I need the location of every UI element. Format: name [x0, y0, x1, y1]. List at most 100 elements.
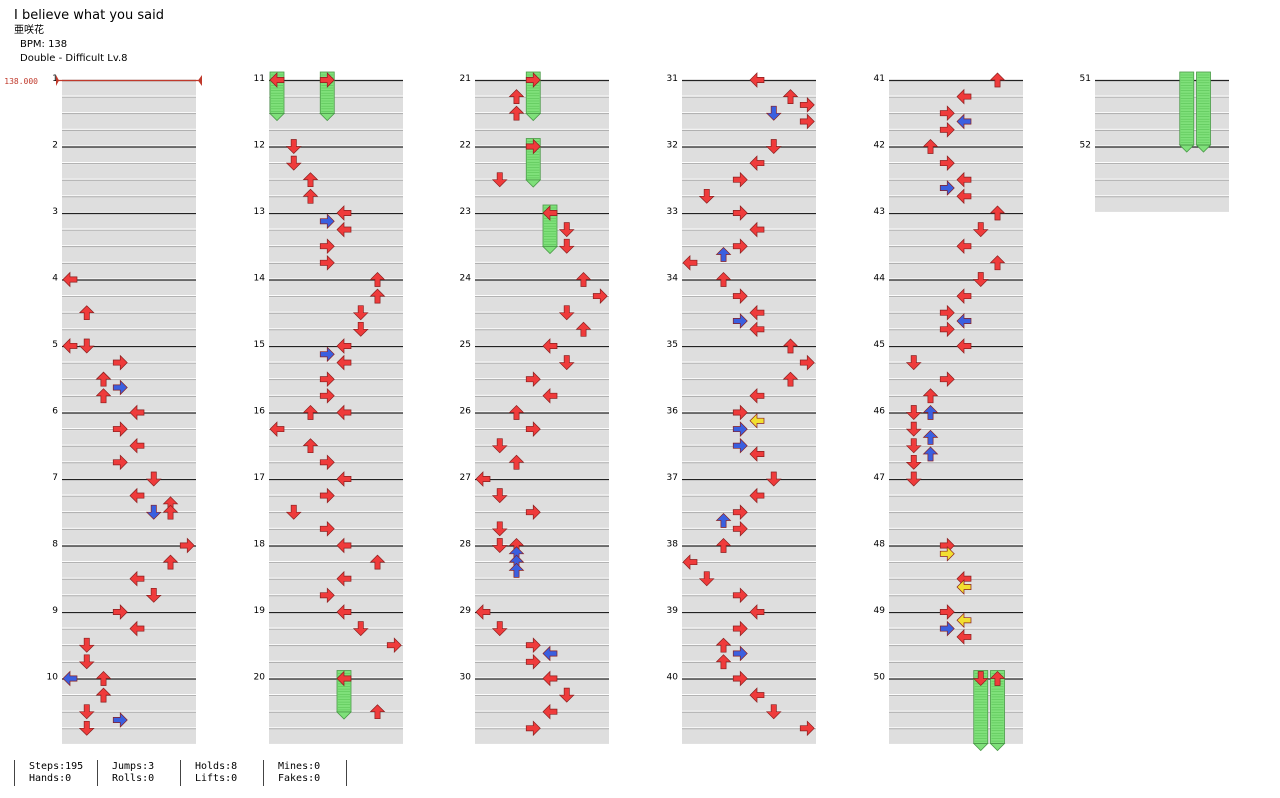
measure-number: 22 — [460, 141, 471, 151]
arrow-right-icon — [939, 371, 955, 388]
beat-band — [62, 380, 196, 395]
beat-band — [62, 147, 196, 163]
arrow-right-icon — [732, 171, 748, 188]
beat-band — [475, 579, 609, 595]
arrow-right-icon — [939, 121, 955, 138]
beat-band — [889, 496, 1023, 512]
arrow-up-icon — [715, 247, 732, 262]
beat-band — [682, 729, 816, 744]
beat-band — [475, 130, 609, 146]
arrow-down-icon — [78, 637, 95, 653]
beat-band — [889, 596, 1023, 611]
arrow-left-icon — [336, 670, 352, 687]
measure-number: 30 — [460, 673, 472, 683]
beat-band — [62, 297, 196, 312]
beat-band — [269, 197, 403, 212]
beat-band — [269, 214, 403, 229]
arrow-right-icon — [319, 487, 335, 504]
arrow-right-icon — [112, 379, 128, 396]
arrow-down-icon — [78, 720, 95, 736]
beat-band — [62, 97, 196, 113]
stat-column: Mines:0 Fakes:0 — [263, 760, 347, 786]
beat-band — [269, 712, 403, 728]
measure-number: 24 — [460, 274, 472, 284]
arrow-down-icon — [905, 471, 922, 487]
measure-number: 38 — [667, 540, 679, 550]
arrow-left-icon — [129, 404, 145, 421]
beat-band — [682, 646, 816, 661]
beat-band — [682, 147, 816, 163]
arrow-up-icon — [989, 255, 1006, 271]
measure-number: 2 — [52, 141, 58, 151]
beat-band — [269, 280, 403, 296]
beat-band — [475, 214, 609, 229]
measure-number: 10 — [47, 673, 59, 683]
arrow-left-icon — [269, 72, 285, 88]
beat-band — [682, 596, 816, 611]
stat-fakes: Fakes:0 — [278, 773, 321, 784]
arrow-left-icon — [682, 554, 698, 570]
beat-band — [62, 413, 196, 429]
arrow-up-icon — [575, 321, 592, 337]
beat-band — [682, 380, 816, 395]
beat-band — [475, 513, 609, 528]
arrow-left-icon — [956, 338, 972, 354]
beat-band — [889, 247, 1023, 262]
arrow-left-icon — [336, 404, 352, 421]
measure-number: 8 — [52, 540, 58, 550]
arrow-left-icon — [62, 271, 78, 288]
arrow-right-icon — [732, 587, 748, 604]
arrow-left-icon — [749, 604, 765, 620]
arrow-right-icon — [525, 504, 541, 521]
arrow-down-icon — [491, 621, 508, 637]
beat-band — [62, 396, 196, 412]
measure-number: 29 — [460, 606, 472, 616]
beat-band — [269, 297, 403, 312]
arrow-right-icon — [319, 371, 335, 388]
beat-band — [682, 197, 816, 212]
beat-band — [682, 247, 816, 262]
beat-band — [269, 629, 403, 645]
beat-band — [269, 446, 403, 462]
arrow-right-icon — [525, 421, 541, 437]
arrow-down-icon — [78, 654, 95, 670]
beat-band — [62, 513, 196, 528]
measure-number: 19 — [254, 606, 266, 616]
arrow-right-icon — [179, 537, 195, 554]
measure-number: 37 — [667, 473, 678, 483]
beat-band — [889, 480, 1023, 495]
measure-number: 12 — [254, 141, 265, 151]
beat-band — [269, 513, 403, 528]
arrow-left-icon — [749, 412, 765, 429]
arrow-down-icon — [765, 704, 782, 720]
beat-band — [62, 613, 196, 628]
beat-band — [889, 297, 1023, 312]
beat-band — [889, 197, 1023, 212]
beat-band — [62, 696, 196, 711]
beat-band — [269, 463, 403, 478]
beat-band — [475, 563, 609, 578]
beat-band — [682, 430, 816, 445]
arrow-right-icon — [319, 254, 335, 271]
beat-band — [682, 613, 816, 628]
beat-band — [682, 396, 816, 412]
arrow-left-icon — [749, 446, 765, 462]
arrow-left-icon — [956, 238, 972, 255]
beat-band — [269, 579, 403, 595]
arrow-right-icon — [732, 238, 748, 255]
measure-number: 1 — [52, 74, 58, 84]
measure-number: 44 — [874, 274, 886, 284]
beat-band — [269, 679, 403, 695]
beat-band — [62, 679, 196, 695]
beat-band — [889, 214, 1023, 229]
arrow-down-icon — [905, 355, 922, 371]
measure-number: 9 — [52, 606, 58, 616]
beat-band — [475, 114, 609, 129]
beat-band — [475, 396, 609, 412]
stat-rolls: Rolls:0 — [112, 773, 155, 784]
arrow-left-icon — [749, 687, 765, 703]
beat-band — [889, 396, 1023, 412]
beat-band — [889, 347, 1023, 362]
beat-band — [475, 147, 609, 163]
measure-number: 27 — [460, 473, 471, 483]
